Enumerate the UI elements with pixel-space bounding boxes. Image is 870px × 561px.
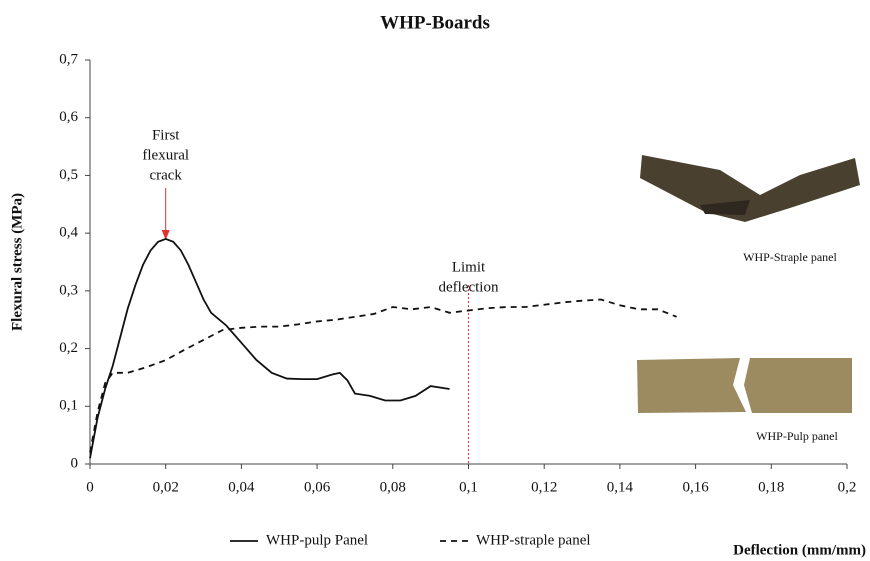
x-tick-label: 0 bbox=[86, 479, 94, 495]
x-tick-label: 0,14 bbox=[607, 479, 634, 495]
x-tick-label: 0,18 bbox=[758, 479, 784, 495]
series-line bbox=[90, 239, 450, 458]
y-tick-label: 0,1 bbox=[59, 398, 78, 414]
y-tick-label: 0 bbox=[71, 455, 79, 471]
y-tick-label: 0,7 bbox=[59, 51, 78, 67]
y-tick-label: 0,6 bbox=[59, 109, 78, 125]
x-tick-label: 0,08 bbox=[380, 479, 406, 495]
annotation: Limit bbox=[452, 259, 486, 275]
x-tick-label: 0,04 bbox=[228, 479, 255, 495]
x-tick-label: 0,2 bbox=[838, 479, 857, 495]
image-label: WHP-Pulp panel bbox=[756, 429, 838, 443]
chart-title: WHP-Boards bbox=[380, 12, 490, 33]
annotation: crack bbox=[149, 167, 182, 183]
x-tick-label: 0,06 bbox=[304, 479, 331, 495]
annotation: flexural bbox=[142, 147, 189, 163]
x-tick-label: 0,16 bbox=[682, 479, 709, 495]
x-tick-label: 0,02 bbox=[153, 479, 179, 495]
x-tick-label: 0,1 bbox=[459, 479, 478, 495]
y-axis-label: Flexural stress (MPa) bbox=[9, 193, 25, 331]
legend-label: WHP-pulp Panel bbox=[266, 532, 368, 548]
y-tick-label: 0,4 bbox=[59, 225, 78, 241]
x-axis-label: Deflection (mm/mm) bbox=[733, 542, 866, 558]
y-tick-label: 0,3 bbox=[59, 282, 78, 298]
annotation: First bbox=[152, 127, 180, 143]
image-label: WHP-Straple panel bbox=[743, 250, 837, 264]
straple-photo bbox=[640, 155, 860, 222]
pulp-photo bbox=[637, 358, 852, 413]
series-line bbox=[90, 300, 677, 453]
annotation: deflection bbox=[439, 279, 499, 295]
legend-label: WHP-straple panel bbox=[476, 532, 591, 548]
x-tick-label: 0,12 bbox=[531, 479, 557, 495]
y-tick-label: 0,2 bbox=[59, 340, 78, 356]
chart: WHP-Boards Flexural stress (MPa) Deflect… bbox=[0, 0, 870, 561]
y-tick-label: 0,5 bbox=[59, 167, 78, 183]
